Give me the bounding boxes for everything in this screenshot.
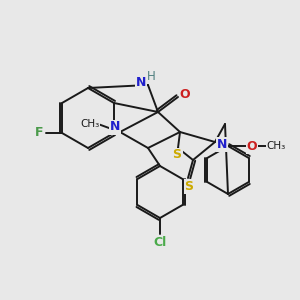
Text: Cl: Cl (153, 236, 167, 248)
Text: O: O (247, 140, 257, 152)
Text: S: S (172, 148, 182, 161)
Text: Cl: Cl (153, 236, 167, 248)
Text: CH₃: CH₃ (80, 119, 100, 129)
Text: CH₃: CH₃ (266, 141, 286, 151)
Text: F: F (35, 127, 43, 140)
Text: N: N (110, 121, 120, 134)
Text: N: N (217, 137, 227, 151)
Text: O: O (247, 140, 257, 152)
Text: N: N (136, 76, 146, 89)
Text: S: S (184, 179, 194, 193)
Text: H: H (147, 70, 155, 83)
Text: O: O (180, 88, 190, 101)
Text: CH₃: CH₃ (266, 141, 286, 151)
Text: N: N (136, 76, 146, 89)
Text: S: S (184, 179, 194, 193)
Text: N: N (110, 121, 120, 134)
Text: F: F (35, 127, 43, 140)
Text: CH₃: CH₃ (80, 119, 100, 129)
Text: S: S (172, 148, 182, 161)
Text: O: O (180, 88, 190, 101)
Text: H: H (147, 70, 155, 83)
Text: N: N (217, 137, 227, 151)
